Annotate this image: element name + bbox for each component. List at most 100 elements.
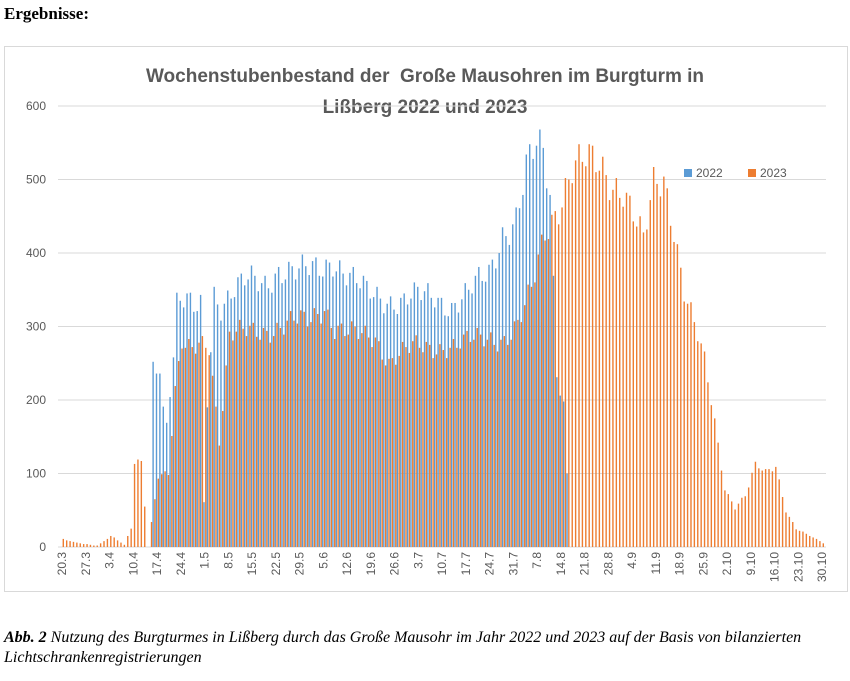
legend-swatch-2023 (748, 169, 756, 177)
x-tick-label: 2.10 (720, 552, 734, 576)
series-2023-bar (371, 347, 373, 547)
series-2023-bar (65, 540, 68, 547)
series-2023-bar (164, 471, 166, 547)
series-2023-bar (734, 509, 736, 547)
series-2023-bar (510, 339, 512, 547)
series-2023-bar (82, 544, 85, 547)
series-2022-bar (481, 280, 483, 547)
x-tick-label: 12.6 (340, 552, 354, 576)
series-2022-bar (281, 283, 283, 547)
series-2022-bar (288, 261, 290, 547)
series-2023-bar (574, 160, 577, 547)
series-2022-bar (427, 283, 429, 547)
series-2022-bar (525, 154, 528, 547)
series-2022-bar (352, 266, 354, 547)
series-2022-bar (379, 298, 382, 547)
series-2022-bar (376, 286, 378, 547)
series-2023-bar (517, 319, 519, 547)
series-2022-bar (213, 286, 215, 547)
series-2023-bar (802, 531, 804, 547)
series-2022-bar (366, 280, 368, 547)
series-2022-bar (457, 312, 460, 547)
series-2023-bar (534, 282, 536, 547)
series-2023-bar (771, 471, 774, 547)
series-2023-bar (133, 463, 136, 547)
series-2023-bar (490, 332, 492, 547)
series-2023-bar (361, 333, 363, 547)
series-2023-bar (391, 358, 394, 547)
series-2023-bar (649, 200, 651, 547)
series-2023-bar (493, 344, 495, 548)
series-2022-bar (552, 275, 555, 547)
series-2023-bar (320, 323, 322, 547)
series-2023-bar (761, 470, 763, 547)
series-2023-bar (218, 445, 221, 547)
series-2022-bar (369, 298, 371, 547)
series-2023-bar (123, 544, 126, 547)
series-2022-bar (308, 275, 310, 547)
series-2023-bar (544, 240, 546, 547)
series-2023-bar (384, 365, 387, 547)
series-2022-bar (284, 279, 287, 547)
series-2023-bar (303, 311, 305, 547)
series-2023-bar (642, 232, 645, 548)
series-2023-bar (598, 170, 601, 547)
series-2023-bar (269, 342, 271, 547)
series-2022-bar (512, 224, 514, 547)
series-2023-bar (703, 351, 706, 547)
series-2022-bar (406, 304, 409, 547)
x-tick-label: 28.8 (601, 552, 615, 576)
series-2023-bar (317, 314, 319, 547)
series-2023-bar (652, 167, 655, 547)
series-2023-bar (540, 234, 543, 548)
series-2023-bar (201, 336, 204, 547)
series-2023-bar (191, 347, 193, 547)
series-2023-bar (283, 334, 285, 547)
series-2023-bar (459, 348, 461, 547)
series-2023-bar (591, 145, 594, 547)
series-2023-bar (686, 303, 689, 547)
y-tick-label: 0 (39, 540, 46, 554)
series-2022-bar (393, 309, 395, 547)
series-2023-bar (809, 535, 811, 547)
series-2023-bar (778, 479, 780, 547)
series-2023-bar (354, 326, 356, 547)
series-2023-bar (429, 344, 431, 548)
series-2023-bar (96, 545, 98, 547)
legend-label-2023: 2023 (760, 166, 787, 180)
series-2022-bar (440, 297, 443, 547)
series-2023-bar (730, 501, 733, 547)
series-2022-bar (410, 298, 412, 547)
series-2023-bar (554, 211, 556, 547)
series-2023-bar (225, 365, 227, 547)
y-tick-label: 100 (26, 467, 46, 481)
series-2022-bar (420, 300, 422, 547)
series-2023-bar (585, 166, 587, 547)
series-2023-bar (266, 330, 268, 547)
series-2023-bar (405, 347, 407, 547)
legend-label-2022: 2022 (696, 166, 723, 180)
series-2023-bar (452, 339, 455, 547)
series-2023-bar (547, 239, 550, 547)
series-2023-bar (76, 542, 78, 547)
series-2022-bar (325, 259, 327, 547)
series-2022-bar (545, 188, 548, 547)
series-2023-bar (144, 506, 146, 547)
series-2023-bar (551, 214, 553, 547)
series-2023-bar (374, 337, 377, 547)
series-2023-bar (198, 342, 200, 547)
series-2023-bar (401, 341, 404, 547)
series-2023-bar (571, 183, 573, 547)
series-2022-bar (529, 144, 531, 547)
series-2023-bar (680, 267, 682, 547)
series-2022-bar (237, 277, 239, 547)
x-tick-label: 25.9 (696, 552, 710, 576)
series-2022-bar (488, 264, 490, 547)
series-2023-bar (310, 322, 312, 547)
series-2023-bar (496, 351, 499, 547)
x-tick-label: 27.3 (79, 552, 93, 576)
series-2023-bar (160, 474, 163, 547)
series-2023-bar (367, 337, 370, 547)
series-2022-bar (450, 302, 453, 547)
